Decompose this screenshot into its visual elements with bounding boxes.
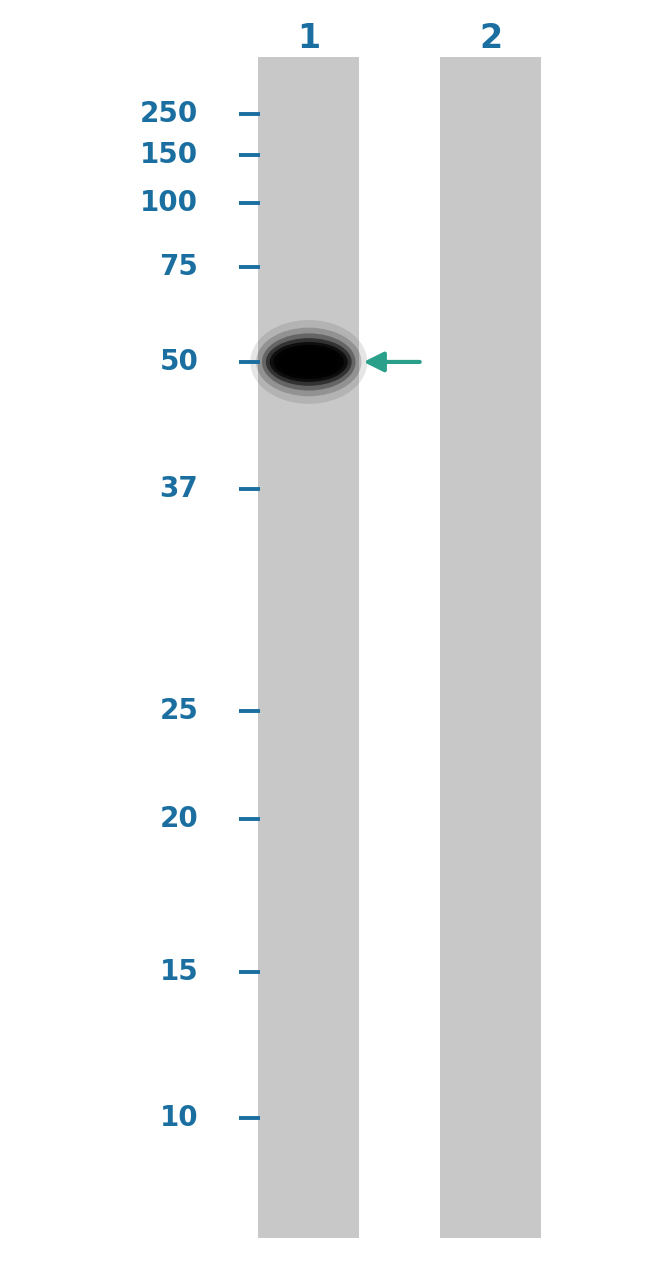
- Text: 100: 100: [140, 189, 198, 217]
- Ellipse shape: [256, 328, 361, 396]
- Ellipse shape: [270, 342, 348, 382]
- Ellipse shape: [280, 348, 338, 376]
- Text: 37: 37: [159, 475, 198, 503]
- Text: 10: 10: [160, 1104, 198, 1132]
- Text: 2: 2: [479, 22, 502, 55]
- Text: 250: 250: [140, 100, 198, 128]
- Ellipse shape: [266, 338, 352, 386]
- Text: 75: 75: [159, 253, 198, 281]
- Ellipse shape: [287, 352, 330, 372]
- Text: 1: 1: [297, 22, 320, 55]
- Text: 25: 25: [159, 697, 198, 725]
- Text: 20: 20: [159, 805, 198, 833]
- Text: 150: 150: [140, 141, 198, 169]
- Bar: [259, 57, 359, 1238]
- Ellipse shape: [274, 345, 344, 378]
- Text: 50: 50: [159, 348, 198, 376]
- Bar: [441, 57, 541, 1238]
- Text: 15: 15: [159, 958, 198, 986]
- Ellipse shape: [262, 333, 356, 391]
- Ellipse shape: [250, 320, 367, 404]
